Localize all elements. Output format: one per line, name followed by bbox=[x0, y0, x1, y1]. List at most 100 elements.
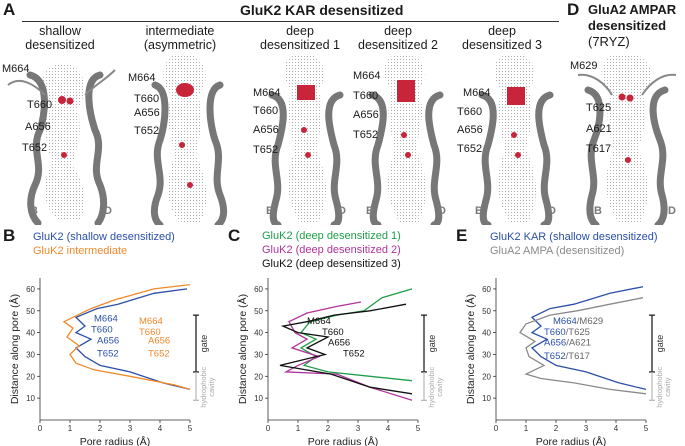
col-title-intermediate: intermediate (asymmetric) bbox=[143, 24, 217, 52]
chart-b-ann-blue: A656 bbox=[97, 336, 119, 347]
x-tick-label: 2 bbox=[326, 424, 331, 433]
chart-e-ann-kar: A656 bbox=[544, 338, 566, 349]
res-glua2-t625: T625 bbox=[586, 102, 612, 114]
helix-d-shallow: D bbox=[104, 205, 112, 217]
chart-c-ann: M664 bbox=[307, 316, 331, 327]
panel-letter-c: C bbox=[228, 226, 241, 245]
panel-letter-e: E bbox=[456, 226, 468, 245]
res-deep1-t652: T652 bbox=[253, 144, 279, 156]
y-tick-label: 30 bbox=[482, 350, 491, 359]
res-deep3-a656: A656 bbox=[457, 124, 483, 136]
res-inter-a656: A656 bbox=[134, 107, 160, 119]
series-line-2 bbox=[279, 303, 413, 395]
chart-c-ann: T660 bbox=[322, 327, 344, 338]
res-shallow-m664: M664 bbox=[2, 63, 30, 75]
y-tick-label: 50 bbox=[254, 307, 263, 316]
y-tick-label: 10 bbox=[482, 394, 491, 403]
panel-letter-d: D bbox=[567, 0, 580, 19]
x-axis-label: Pore radius (Å) bbox=[536, 435, 607, 446]
helix-b-deep3: B bbox=[475, 205, 483, 217]
helix-d-glua2: D bbox=[668, 205, 676, 217]
res-deep1-t660: T660 bbox=[253, 105, 279, 117]
pore-structures-illustration bbox=[7, 55, 677, 225]
chart-b-ann-blue: T660 bbox=[91, 325, 113, 336]
series-line-0 bbox=[299, 288, 413, 382]
res-glua2-m629: M629 bbox=[570, 60, 598, 72]
x-tick-label: 0 bbox=[266, 424, 271, 433]
structure-shallow bbox=[7, 65, 116, 225]
helix-d-deep1: D bbox=[338, 205, 346, 217]
res-deep2-m664: M664 bbox=[353, 70, 381, 82]
x-axis-label: Pore radius (Å) bbox=[308, 435, 379, 446]
chart-e-ann-ampa: /M629 bbox=[577, 316, 603, 327]
cavity-label-line2: cavity bbox=[207, 377, 216, 396]
panel-letter-b: B bbox=[3, 226, 16, 245]
chart-e-ann-kar: T660 bbox=[544, 327, 566, 338]
series-line-0 bbox=[530, 286, 647, 391]
chart-e-ann: A656/A621 bbox=[544, 338, 591, 349]
x-tick-label: 0 bbox=[38, 424, 43, 433]
panel-a-header: GluK2 KAR desensitized bbox=[240, 2, 404, 18]
res-deep1-a656: A656 bbox=[253, 124, 279, 136]
gate-label: gate bbox=[427, 335, 437, 353]
x-tick-label: 3 bbox=[584, 424, 589, 433]
series-line-1 bbox=[283, 301, 413, 401]
x-tick-label: 4 bbox=[386, 424, 391, 433]
y-tick-label: 40 bbox=[26, 329, 35, 338]
y-axis-label: Distance along pore (Å) bbox=[464, 294, 477, 404]
panel-d-header-desensitized: desensitized bbox=[588, 18, 667, 33]
res-deep2-t660: T660 bbox=[353, 90, 379, 102]
gate-label: gate bbox=[655, 335, 665, 353]
cavity-label-line2: cavity bbox=[663, 377, 672, 396]
col-title-deep1: deep desensitized 1 bbox=[260, 24, 340, 52]
x-tick-label: 1 bbox=[524, 424, 529, 433]
legend-e-kar: GluK2 KAR (shallow desensitized) bbox=[490, 231, 658, 243]
y-tick-label: 20 bbox=[254, 372, 263, 381]
series-line-1 bbox=[62, 283, 191, 391]
chart-e-ann-kar: T652 bbox=[544, 351, 566, 362]
chart-b-ann-orange: A656 bbox=[148, 336, 170, 347]
res-inter-t660: T660 bbox=[134, 93, 160, 105]
structure-deep2 bbox=[368, 55, 444, 225]
legend-b-shallow: GluK2 (shallow desensitized) bbox=[33, 231, 175, 243]
helix-b-glua2: B bbox=[594, 205, 602, 217]
cavity-label-line1: hydrophobic bbox=[655, 367, 664, 408]
res-glua2-t617: T617 bbox=[586, 143, 612, 155]
chart-e-ann: T660/T625 bbox=[544, 327, 590, 338]
y-tick-label: 10 bbox=[26, 394, 35, 403]
y-tick-label: 30 bbox=[254, 350, 263, 359]
x-tick-label: 5 bbox=[644, 424, 649, 433]
helix-b-shallow: B bbox=[30, 205, 38, 217]
col-title-deep2: deep desensitized 2 bbox=[358, 24, 438, 52]
series-line-0 bbox=[74, 288, 191, 391]
panel-d-header: GluA2 AMPAR desensitized (7RYZ) bbox=[588, 2, 685, 50]
x-tick-label: 4 bbox=[158, 424, 163, 433]
chart-b-ann-blue: M664 bbox=[94, 314, 118, 325]
chart-e-ann: T652/T617 bbox=[544, 351, 590, 362]
cavity-label-line2: cavity bbox=[435, 377, 444, 396]
x-tick-label: 1 bbox=[296, 424, 301, 433]
res-shallow-t652: T652 bbox=[22, 142, 48, 154]
chart-c-ann: A656 bbox=[328, 338, 350, 349]
y-tick-label: 60 bbox=[254, 285, 263, 294]
x-tick-label: 4 bbox=[614, 424, 619, 433]
chart-b-ann-orange: T660 bbox=[139, 327, 161, 338]
legend-c-deep3: GluK2 (deep desensitized 3) bbox=[262, 258, 401, 270]
res-deep3-t660: T660 bbox=[457, 106, 483, 118]
res-shallow-a656: A656 bbox=[25, 121, 51, 133]
y-axis-label: Distance along pore (Å) bbox=[236, 294, 249, 404]
chart-b: 0 1 2 3 4 5 10 20 30 40 50 60 Pore radius (Å) Distanc… bbox=[8, 278, 216, 446]
chart-e-ann-ampa: /A621 bbox=[566, 338, 591, 349]
res-deep2-a656: A656 bbox=[353, 109, 379, 121]
x-tick-label: 2 bbox=[554, 424, 559, 433]
y-tick-label: 20 bbox=[482, 372, 491, 381]
y-tick-label: 50 bbox=[26, 307, 35, 316]
res-shallow-t660: T660 bbox=[27, 99, 53, 111]
y-tick-label: 20 bbox=[26, 372, 35, 381]
y-tick-label: 50 bbox=[482, 307, 491, 316]
col-title-deep3: deep desensitized 3 bbox=[462, 24, 542, 52]
y-tick-label: 10 bbox=[254, 394, 263, 403]
x-tick-label: 2 bbox=[98, 424, 103, 433]
helix-d-deep3: D bbox=[548, 205, 556, 217]
panel-d-header-pdb: (7RYZ) bbox=[588, 34, 630, 49]
